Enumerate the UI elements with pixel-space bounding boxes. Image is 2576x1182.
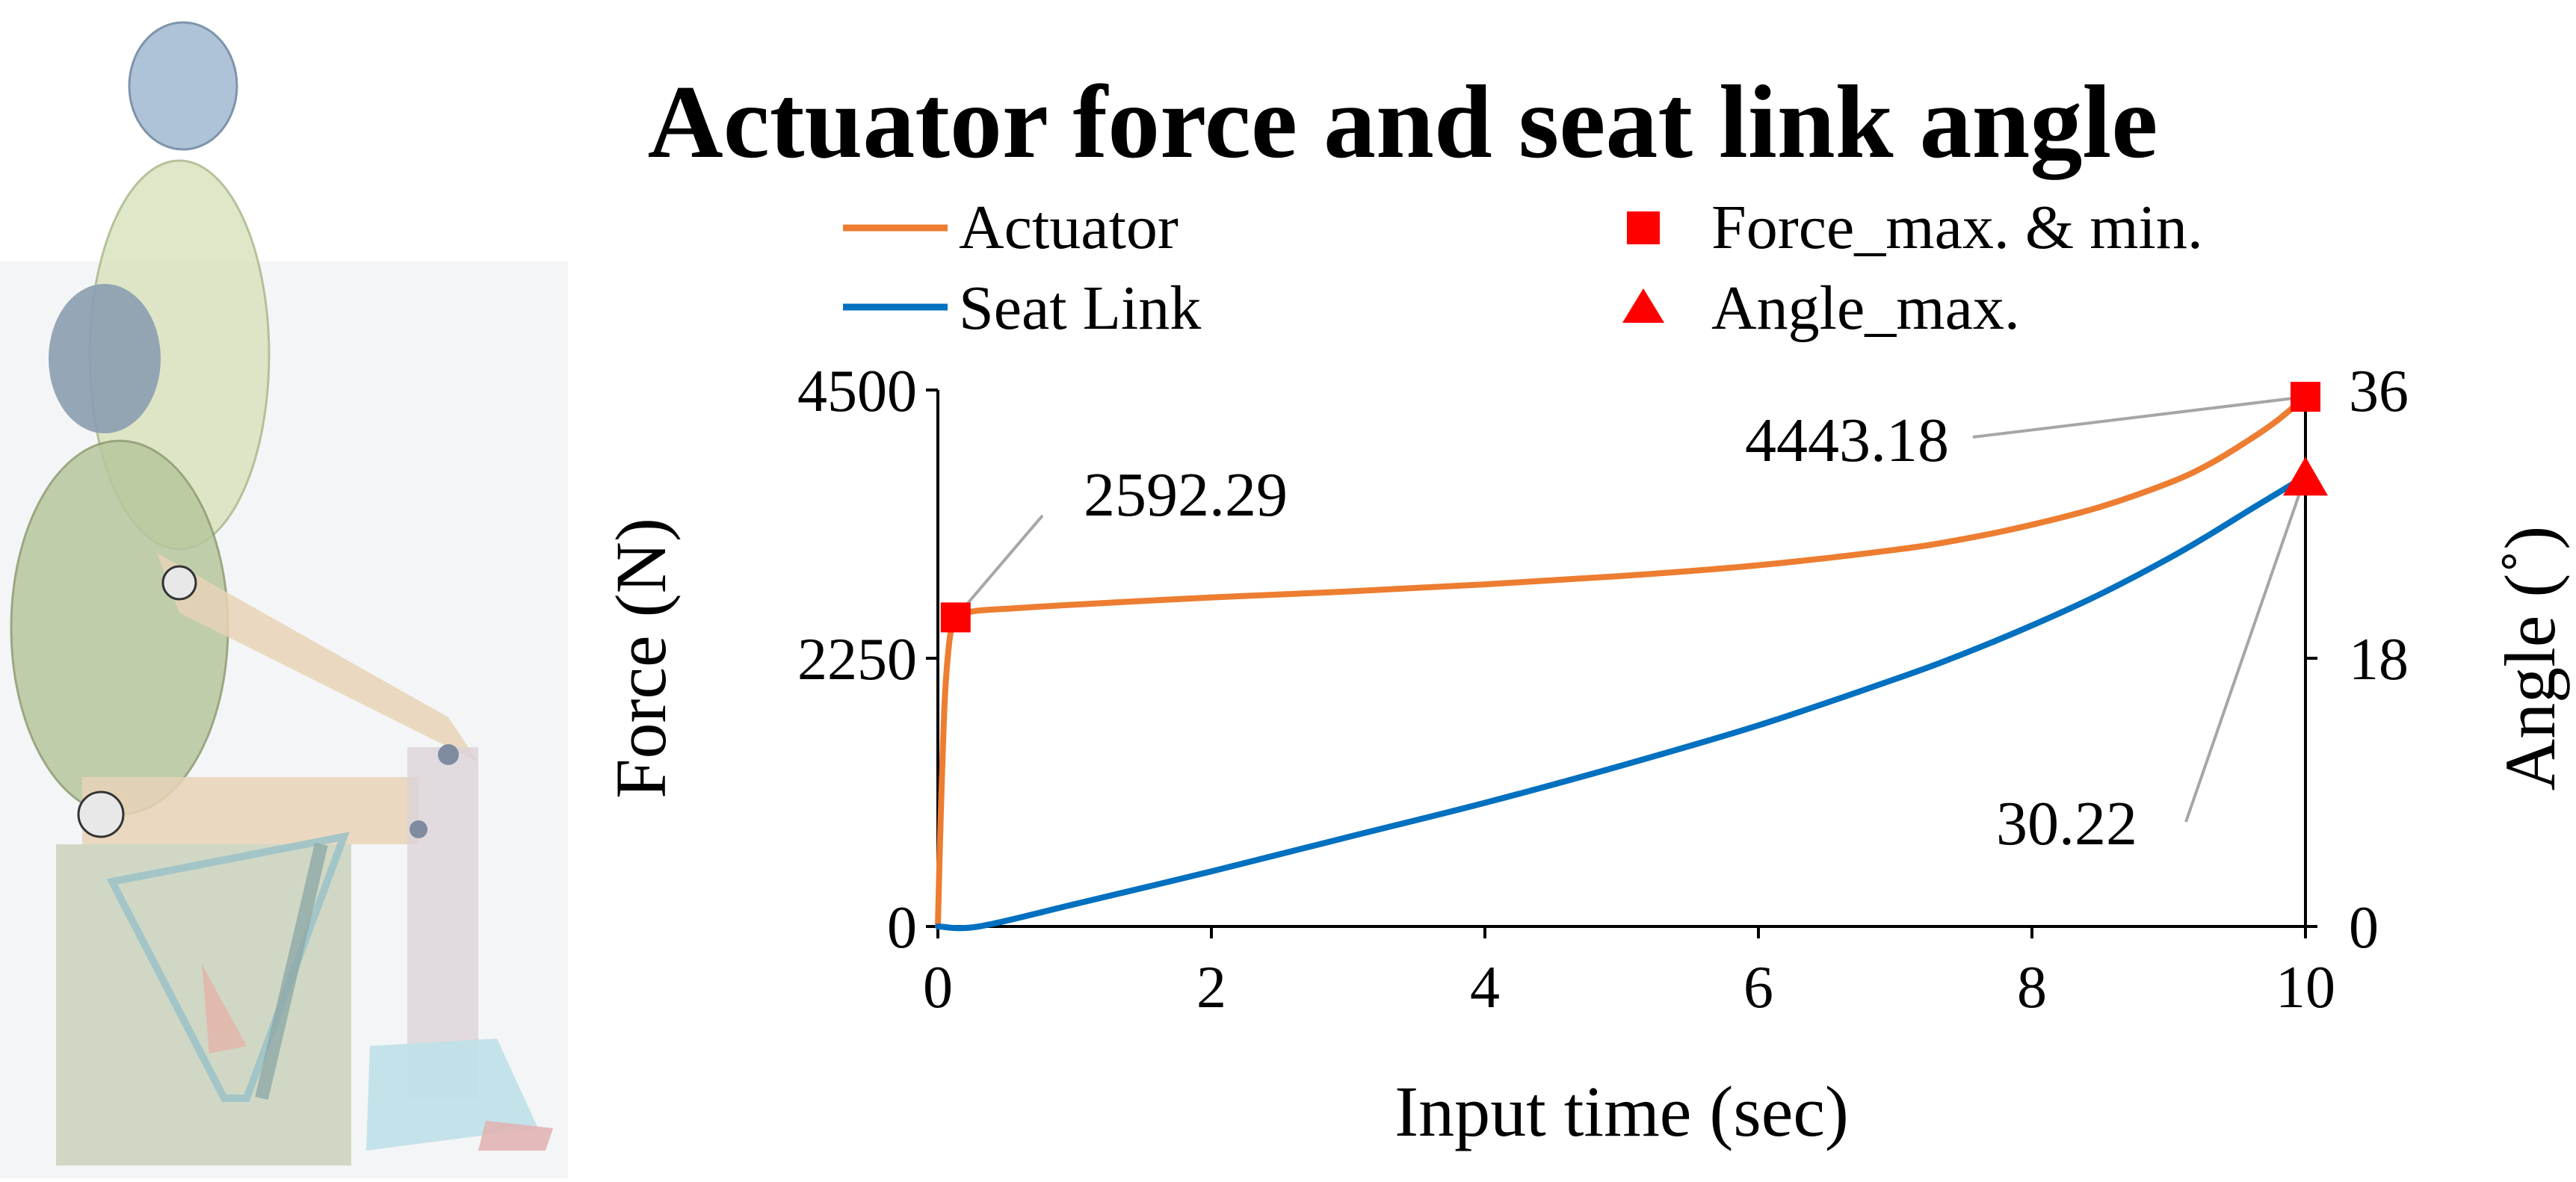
legend-square-marker xyxy=(1627,211,1660,244)
points-layer: 2592.29 4443.18 30.22 xyxy=(940,382,2328,858)
x-axis-title: Input time (sec) xyxy=(1394,1071,1849,1151)
legend-seat-link-label: Seat Link xyxy=(959,273,1201,343)
legend-triangle-marker xyxy=(1622,288,1664,323)
seated-mannequin-illustration xyxy=(0,21,568,1178)
y-right-tick-label: 0 xyxy=(2349,895,2379,961)
force-extreme-marker xyxy=(940,602,971,633)
y-left-tick-label: 4500 xyxy=(797,359,917,424)
annotation-leader-line xyxy=(2184,475,2307,823)
x-tick-label: 0 xyxy=(923,955,953,1021)
y-right-tick-label: 18 xyxy=(2349,627,2409,693)
y-left-tick-label: 0 xyxy=(887,895,917,961)
annotation-label: 30.22 xyxy=(1996,789,2137,858)
annotation-leader-line xyxy=(954,514,1044,619)
y-axis-right-title: Angle (˚) xyxy=(2490,526,2570,791)
annotation-label: 4443.18 xyxy=(1745,406,1949,475)
legend-item-angle-max: Angle_max. xyxy=(1622,273,2020,343)
x-tick-label: 8 xyxy=(2017,955,2047,1021)
legend-item-seat-link: Seat Link xyxy=(843,273,1201,343)
chart-title: Actuator force and seat link angle xyxy=(648,64,2158,180)
y-axis-left-title: Force (N) xyxy=(601,518,681,799)
y-left-tick-label: 2250 xyxy=(797,627,917,693)
legend-actuator-label: Actuator xyxy=(959,193,1179,262)
x-tick-label: 10 xyxy=(2276,955,2335,1021)
x-tick-label: 6 xyxy=(1743,955,1773,1021)
x-tick-label: 4 xyxy=(1470,955,1500,1021)
legend-item-actuator: Actuator xyxy=(843,193,1179,262)
annotation-label: 2592.29 xyxy=(1084,460,1288,530)
legend-item-force-max-min: Force_max. & min. xyxy=(1627,193,2203,262)
legend-angle-max-label: Angle_max. xyxy=(1711,273,2020,343)
legend: Actuator Seat Link Force_max. & min. Ang… xyxy=(843,193,2203,343)
annotation-leader-line xyxy=(1972,395,2306,439)
x-tick-label: 2 xyxy=(1196,955,1226,1021)
legend-force-max-min-label: Force_max. & min. xyxy=(1711,193,2203,262)
y-right-tick-label: 36 xyxy=(2349,359,2409,424)
force-extreme-marker xyxy=(2291,382,2320,412)
angle-max-marker xyxy=(2283,457,2328,496)
series-line-seat-link xyxy=(935,473,2308,932)
